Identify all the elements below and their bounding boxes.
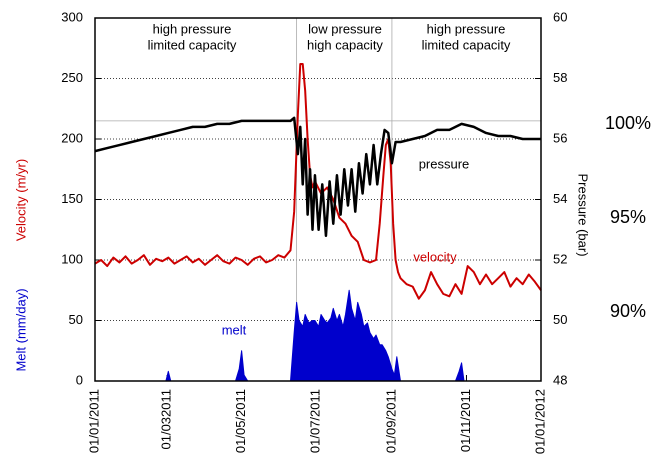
x-tick-label: 01/05/2011 xyxy=(233,389,248,453)
x-tick-label: 01/09/2011 xyxy=(383,389,398,453)
x-tick-label: 01/11/2011 xyxy=(458,389,473,452)
x-tick-label: 01/01/2011 xyxy=(86,389,101,453)
y-axis-label: Velocity (m/yr) xyxy=(13,159,28,241)
series-label: pressure xyxy=(419,156,470,171)
y-tick-label: 50 xyxy=(69,312,83,327)
y-tick-label: 200 xyxy=(61,130,83,145)
y-tick-label: 100 xyxy=(61,251,83,266)
x-tick-label: 01/07/2011 xyxy=(308,389,323,453)
y2-tick-label: 58 xyxy=(553,70,567,85)
series-pressure xyxy=(94,116,541,238)
annotation: low pressure xyxy=(308,21,382,36)
y2-tick-label: 56 xyxy=(553,130,567,145)
right-label: 100% xyxy=(605,113,651,133)
y2-tick-label: 50 xyxy=(553,312,567,327)
y2-axis-label: Pressure (bar) xyxy=(576,173,591,256)
y-tick-label: 300 xyxy=(61,9,83,24)
y-tick-label: 250 xyxy=(61,70,83,85)
annotation: limited capacity xyxy=(422,37,511,52)
series-label: velocity xyxy=(413,249,457,264)
series-label: melt xyxy=(222,322,247,337)
y2-tick-label: 52 xyxy=(553,251,567,266)
y2-tick-label: 60 xyxy=(553,9,567,24)
right-label: 95% xyxy=(610,207,646,227)
y-axis-label-melt: Melt (mm/day) xyxy=(13,288,28,371)
annotation: high pressure xyxy=(427,21,506,36)
annotation: limited capacity xyxy=(148,37,237,52)
series-velocity xyxy=(94,62,542,300)
y-tick-label: 0 xyxy=(76,372,83,387)
x-tick-label: 01/01/2012 xyxy=(532,389,547,454)
right-label: 90% xyxy=(610,301,646,321)
y-tick-label: 150 xyxy=(61,191,83,206)
annotation: high capacity xyxy=(307,37,383,52)
x-tick-label: 01/032011 xyxy=(159,389,174,450)
plot-frame xyxy=(94,17,542,382)
series-melt xyxy=(94,289,542,382)
y2-tick-label: 54 xyxy=(553,191,567,206)
annotation: high pressure xyxy=(153,21,232,36)
y2-tick-label: 48 xyxy=(553,372,567,387)
